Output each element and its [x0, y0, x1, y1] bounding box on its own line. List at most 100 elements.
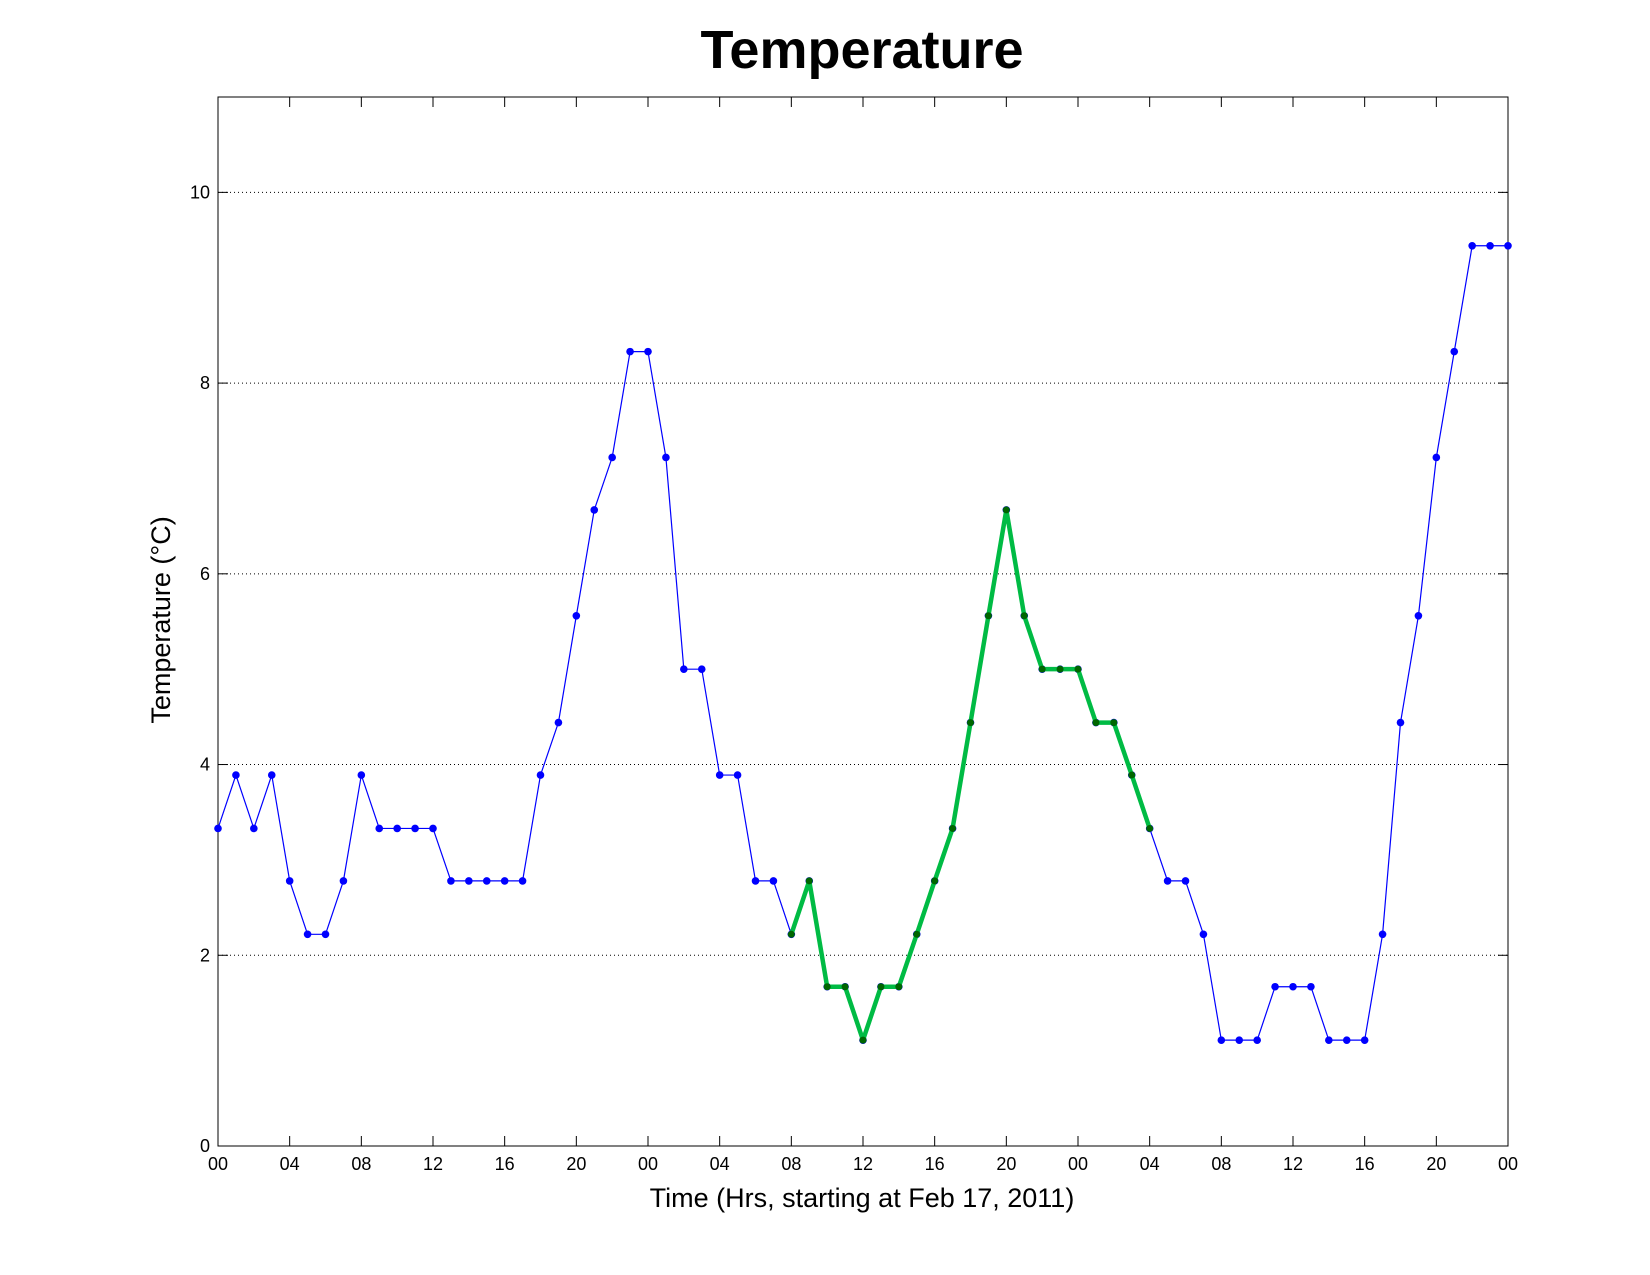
- data-point: [1468, 241, 1476, 250]
- highlight-point: [859, 1036, 867, 1044]
- x-tick-label: 08: [351, 1154, 371, 1174]
- data-point: [715, 771, 724, 779]
- highlight-point: [931, 877, 939, 885]
- data-point: [554, 718, 563, 727]
- data-point: [500, 877, 509, 885]
- x-tick-label: 20: [566, 1154, 586, 1174]
- data-point: [1486, 241, 1494, 250]
- x-tick-label: 08: [1211, 1154, 1231, 1174]
- data-point: [1360, 1036, 1369, 1044]
- x-tick-label: 16: [925, 1154, 945, 1174]
- series-layer: [214, 241, 1512, 1044]
- highlight-point: [1056, 665, 1064, 673]
- x-tick-label: 00: [1068, 1154, 1088, 1174]
- data-point: [572, 611, 581, 620]
- highlight-point: [895, 983, 903, 991]
- highlight-point: [967, 719, 974, 727]
- data-point: [1342, 1036, 1351, 1044]
- data-point: [1504, 241, 1512, 250]
- chart-title: Temperature: [700, 20, 1023, 80]
- highlight-point: [1110, 719, 1118, 727]
- y-tick-label: 4: [200, 755, 210, 775]
- data-point: [285, 877, 294, 885]
- x-tick-label: 04: [710, 1154, 730, 1174]
- data-point: [1181, 877, 1190, 885]
- data-point: [644, 347, 652, 356]
- data-point: [465, 877, 473, 885]
- data-point: [733, 771, 742, 779]
- highlight-point: [841, 983, 849, 991]
- highlight-point: [984, 612, 992, 620]
- data-point: [680, 665, 688, 673]
- highlight-point: [1020, 612, 1028, 620]
- y-tick-label: 2: [200, 945, 210, 965]
- x-tick-label: 12: [423, 1154, 443, 1174]
- highlight-point: [1074, 665, 1082, 673]
- highlight-point: [949, 824, 957, 832]
- x-tick-label: 20: [1426, 1154, 1446, 1174]
- x-tick-label: 16: [1355, 1154, 1375, 1174]
- data-point: [321, 930, 330, 939]
- axis-ticks: 0 2 4 6 8 10 00 04 08 12 16 20 00 04 08 12 16 20 00 04 08 12 1…: [190, 97, 1518, 1174]
- data-point: [1163, 877, 1172, 885]
- x-tick-label: 20: [996, 1154, 1016, 1174]
- x-tick-label: 04: [280, 1154, 300, 1174]
- data-point: [1271, 982, 1279, 991]
- data-point: [250, 824, 258, 833]
- data-point: [1199, 930, 1208, 939]
- highlight-point: [823, 983, 831, 991]
- data-point: [214, 824, 222, 833]
- data-point: [482, 877, 491, 885]
- x-tick-label: 12: [853, 1154, 873, 1174]
- highlight-point: [913, 930, 921, 938]
- data-point: [697, 665, 706, 673]
- x-tick-label: 12: [1283, 1154, 1303, 1174]
- data-point: [751, 877, 760, 885]
- data-point: [447, 877, 455, 885]
- data-point: [1289, 982, 1297, 991]
- highlight-point: [1038, 665, 1046, 673]
- data-point: [1432, 453, 1441, 462]
- y-tick-label: 0: [200, 1136, 210, 1156]
- data-point: [608, 453, 616, 462]
- y-tick-label: 10: [190, 182, 210, 202]
- x-tick-label: 00: [1498, 1154, 1518, 1174]
- data-point: [1325, 1036, 1333, 1044]
- y-tick-label: 8: [200, 373, 210, 393]
- data-point: [536, 771, 545, 779]
- data-point: [1253, 1036, 1261, 1044]
- data-point: [1217, 1036, 1226, 1044]
- data-point: [662, 453, 670, 462]
- data-point: [357, 771, 366, 779]
- data-point: [232, 771, 240, 779]
- data-point: [518, 877, 527, 885]
- highlight-point: [1092, 719, 1100, 727]
- highlight-point: [1128, 771, 1136, 779]
- data-point: [393, 824, 401, 833]
- highlight-point: [805, 877, 813, 885]
- data-point: [1235, 1036, 1244, 1044]
- highlight-point: [877, 983, 885, 991]
- data-point: [626, 347, 634, 356]
- data-point: [1450, 347, 1459, 356]
- x-tick-label: 16: [495, 1154, 515, 1174]
- highlight-point: [1002, 506, 1010, 514]
- data-point: [769, 877, 778, 885]
- y-tick-label: 6: [200, 564, 210, 584]
- data-point: [1396, 718, 1405, 727]
- data-point: [429, 824, 437, 833]
- x-axis-label: Time (Hrs, starting at Feb 17, 2011): [650, 1183, 1075, 1213]
- data-point: [375, 824, 384, 833]
- highlight-point: [1146, 824, 1154, 832]
- data-point: [1378, 930, 1387, 939]
- data-point: [1414, 611, 1423, 620]
- data-point: [411, 824, 419, 833]
- data-point: [267, 771, 276, 779]
- data-point: [1307, 982, 1315, 991]
- x-tick-label: 08: [781, 1154, 801, 1174]
- grid-lines: [218, 191, 1508, 956]
- x-tick-label: 00: [208, 1154, 228, 1174]
- highlight-point: [787, 930, 795, 938]
